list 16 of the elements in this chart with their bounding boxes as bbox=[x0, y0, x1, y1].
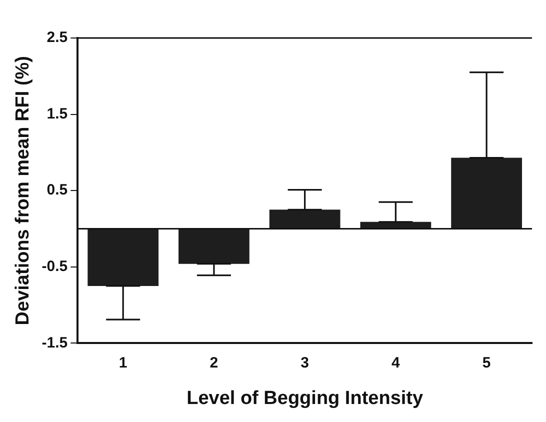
y-axis-title: Deviations from mean RFI (%) bbox=[12, 56, 34, 326]
x-tick-label: 4 bbox=[392, 354, 401, 372]
x-tick-label: 2 bbox=[210, 354, 218, 372]
x-tick-label: 5 bbox=[482, 354, 491, 372]
y-tick-label: -1.5 bbox=[42, 334, 68, 352]
bar bbox=[269, 210, 340, 229]
x-tick-label: 3 bbox=[300, 354, 309, 372]
x-tick-label: 1 bbox=[118, 354, 128, 372]
y-tick-label: 1.5 bbox=[46, 105, 68, 122]
y-tick-label: 2.5 bbox=[46, 29, 68, 46]
bar bbox=[88, 228, 159, 286]
bar bbox=[451, 158, 522, 229]
x-axis-title: Level of Begging Intensity bbox=[186, 388, 424, 409]
y-tick-label: 0.5 bbox=[46, 182, 68, 199]
bar bbox=[178, 228, 250, 264]
y-tick-label: -0.5 bbox=[42, 258, 68, 276]
